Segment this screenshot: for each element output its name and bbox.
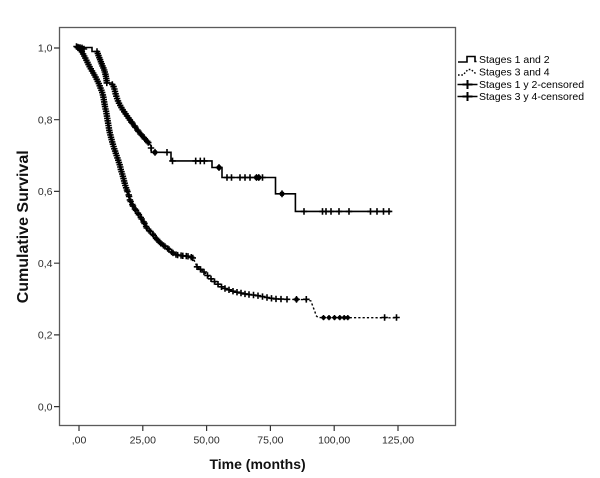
svg-text:50,00: 50,00 <box>193 435 219 447</box>
svg-text:100,00: 100,00 <box>318 435 350 447</box>
svg-text:0,2: 0,2 <box>38 330 53 342</box>
svg-text:0,8: 0,8 <box>38 114 53 126</box>
svg-text:0,0: 0,0 <box>38 401 53 413</box>
svg-text:1,0: 1,0 <box>38 43 53 55</box>
svg-text:Stages 3 and 4: Stages 3 and 4 <box>479 67 550 79</box>
svg-text:Cumulative Survival: Cumulative Survival <box>15 150 32 303</box>
svg-text:25,00: 25,00 <box>130 435 156 447</box>
svg-text:Stages 1 y 2-censored: Stages 1 y 2-censored <box>479 79 584 91</box>
svg-text:75,00: 75,00 <box>257 435 283 447</box>
svg-text:Time (months): Time (months) <box>209 456 305 472</box>
svg-text:0,4: 0,4 <box>38 258 53 270</box>
svg-text:Stages 1 and 2: Stages 1 and 2 <box>479 54 550 66</box>
svg-text:Stages 3 y 4-censored: Stages 3 y 4-censored <box>479 91 584 103</box>
svg-text:0,6: 0,6 <box>38 186 53 198</box>
svg-text:125,00: 125,00 <box>382 435 414 447</box>
svg-text:,00: ,00 <box>72 435 87 447</box>
